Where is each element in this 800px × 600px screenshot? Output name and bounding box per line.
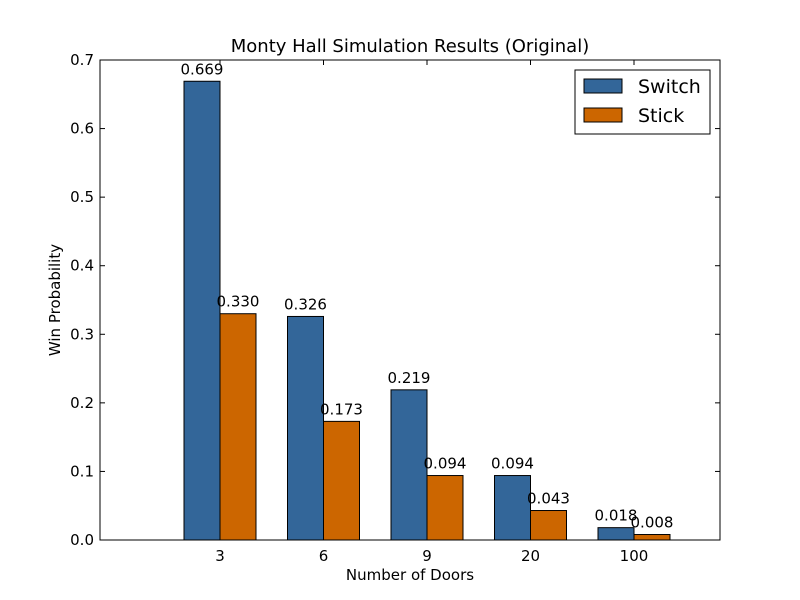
bar-switch-20 — [494, 475, 531, 541]
data-label-switch-3: 0.669 — [181, 60, 224, 78]
bar-stick-3 — [219, 313, 257, 541]
data-label-stick-20: 0.043 — [527, 490, 570, 508]
legend-label-stick: Stick — [638, 105, 684, 127]
ticks-layer: 0.0 0.1 0.2 0.3 0.4 0.5 0.6 0.7 3 6 9 20 100 — [70, 51, 720, 565]
data-label-stick-6: 0.173 — [320, 400, 363, 418]
legend-label-switch: Switch — [638, 76, 701, 98]
chart-title: Monty Hall Simulation Results (Original) — [231, 36, 589, 57]
data-label-stick-9: 0.094 — [424, 455, 467, 473]
bar-stick-6 — [323, 420, 360, 541]
x-tick-label-3: 3 — [215, 547, 225, 565]
data-label-switch-100: 0.018 — [595, 507, 638, 525]
x-tick-label-6: 6 — [319, 547, 329, 565]
x-tick-label-100: 100 — [620, 547, 649, 565]
legend-swatch-switch — [583, 78, 623, 94]
bar-switch-100 — [597, 527, 635, 541]
x-tick-label-20: 20 — [521, 547, 540, 565]
data-label-switch-6: 0.326 — [284, 295, 327, 313]
bar-stick-20 — [530, 510, 567, 541]
y-tick-label: 0.5 — [70, 188, 94, 206]
bars-layer: 0.669 0.326 0.219 0.094 0.018 0.330 0.173 0.094… — [181, 60, 674, 541]
data-label-stick-100: 0.008 — [631, 514, 674, 532]
y-tick-label: 0.7 — [70, 51, 94, 69]
y-tick-label: 0.4 — [70, 257, 94, 275]
y-tick-label: 0.3 — [70, 325, 94, 343]
y-tick-label: 0.0 — [70, 531, 94, 549]
legend: Switch Stick — [574, 69, 711, 135]
x-axis-label: Number of Doors — [346, 566, 474, 584]
y-tick-label: 0.6 — [70, 120, 94, 138]
y-tick-label: 0.2 — [70, 394, 94, 412]
legend-swatch-stick — [583, 107, 623, 123]
plot-frame — [99, 59, 721, 541]
bar-switch-6 — [287, 315, 324, 541]
data-label-switch-9: 0.219 — [388, 369, 431, 387]
bar-switch-9 — [390, 389, 428, 541]
bar-stick-100 — [633, 534, 671, 541]
bar-switch-3 — [183, 80, 221, 541]
y-tick-label: 0.1 — [70, 462, 94, 480]
data-label-switch-20: 0.094 — [491, 455, 534, 473]
data-label-stick-3: 0.330 — [217, 293, 260, 311]
y-axis-label: Win Probability — [46, 244, 64, 356]
x-tick-label-9: 9 — [422, 547, 432, 565]
bar-stick-9 — [426, 475, 464, 541]
